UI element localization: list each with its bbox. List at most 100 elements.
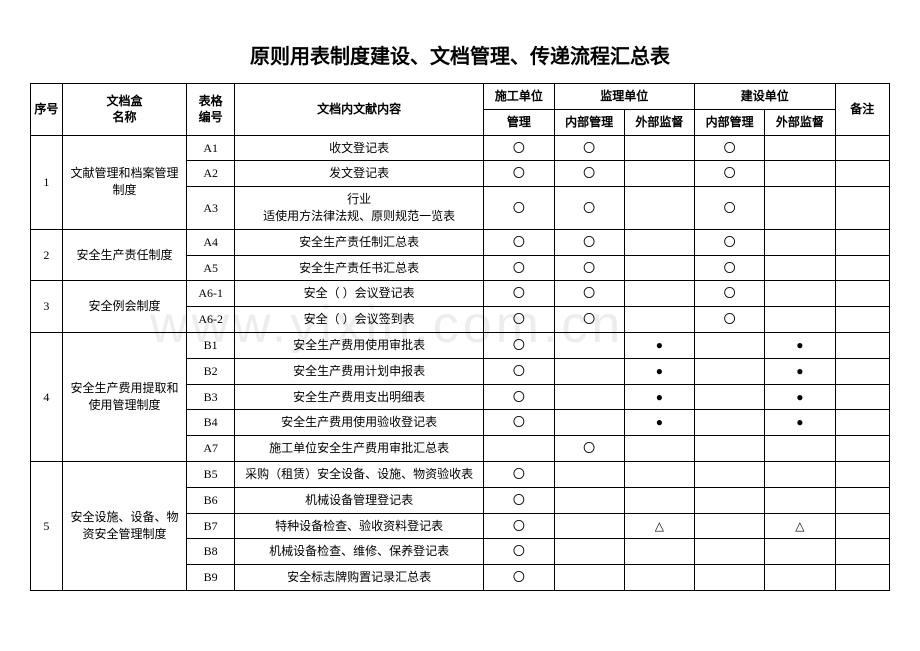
cell-mark: [554, 384, 624, 410]
cell-content: 发文登记表: [234, 161, 483, 187]
th-content: 文档内文献内容: [234, 84, 483, 136]
cell-mark: [765, 461, 835, 487]
th-outer1: 外部监督: [624, 109, 694, 135]
cell-form: A5: [187, 255, 235, 281]
cell-remark: [835, 410, 889, 436]
cell-content: 安全（ ）会议签到表: [234, 307, 483, 333]
cell-mark: 〇: [484, 332, 554, 358]
cell-mark: 〇: [484, 358, 554, 384]
table-head: 序号 文档盒名称 表格编号 文档内文献内容 施工单位 监理单位 建设单位 备注 …: [31, 84, 890, 136]
cell-form: A2: [187, 161, 235, 187]
cell-mark: 〇: [695, 161, 765, 187]
cell-mark: [624, 135, 694, 161]
th-inner2: 内部管理: [695, 109, 765, 135]
cell-mark: △: [624, 513, 694, 539]
cell-mark: [765, 307, 835, 333]
cell-form: A1: [187, 135, 235, 161]
cell-mark: 〇: [554, 161, 624, 187]
cell-seq: 2: [31, 229, 63, 281]
cell-content: 施工单位安全生产费用审批汇总表: [234, 436, 483, 462]
cell-mark: [695, 332, 765, 358]
cell-mark: [765, 135, 835, 161]
cell-mark: [554, 513, 624, 539]
cell-content: 安全（ ）会议登记表: [234, 281, 483, 307]
cell-remark: [835, 135, 889, 161]
cell-mark: 〇: [695, 135, 765, 161]
cell-content: 安全生产责任制汇总表: [234, 229, 483, 255]
table-row: 2安全生产责任制度A4安全生产责任制汇总表〇〇〇: [31, 229, 890, 255]
cell-mark: [624, 461, 694, 487]
cell-mark: [624, 281, 694, 307]
cell-form: A4: [187, 229, 235, 255]
cell-content: 行业适使用方法律法规、原则规范一览表: [234, 187, 483, 230]
th-build: 建设单位: [695, 84, 836, 110]
cell-remark: [835, 307, 889, 333]
cell-mark: 〇: [695, 187, 765, 230]
cell-mark: [765, 565, 835, 591]
cell-content: 安全生产费用计划申报表: [234, 358, 483, 384]
cell-mark: [624, 436, 694, 462]
cell-remark: [835, 332, 889, 358]
cell-seq: 3: [31, 281, 63, 333]
cell-mark: 〇: [484, 135, 554, 161]
cell-content: 机械设备管理登记表: [234, 487, 483, 513]
cell-mark: ●: [765, 410, 835, 436]
cell-mark: △: [765, 513, 835, 539]
cell-content: 收文登记表: [234, 135, 483, 161]
cell-mark: [765, 539, 835, 565]
th-manage: 管理: [484, 109, 554, 135]
cell-mark: [554, 332, 624, 358]
cell-remark: [835, 161, 889, 187]
cell-mark: 〇: [484, 187, 554, 230]
cell-mark: [695, 384, 765, 410]
cell-content: 安全标志牌购置记录汇总表: [234, 565, 483, 591]
cell-mark: 〇: [484, 255, 554, 281]
cell-mark: [554, 487, 624, 513]
cell-mark: 〇: [554, 436, 624, 462]
cell-form: B8: [187, 539, 235, 565]
th-remark: 备注: [835, 84, 889, 136]
cell-mark: [695, 539, 765, 565]
cell-mark: [765, 281, 835, 307]
cell-mark: 〇: [484, 410, 554, 436]
th-box: 文档盒名称: [62, 84, 187, 136]
cell-mark: ●: [624, 410, 694, 436]
cell-form: A6-1: [187, 281, 235, 307]
cell-mark: [484, 436, 554, 462]
th-seq: 序号: [31, 84, 63, 136]
cell-mark: ●: [624, 384, 694, 410]
page: www.yixin.com.cn 原则用表制度建设、文档管理、传递流程汇总表 序…: [30, 40, 890, 591]
cell-form: A3: [187, 187, 235, 230]
cell-box: 安全生产费用提取和使用管理制度: [62, 332, 187, 461]
cell-box: 安全生产责任制度: [62, 229, 187, 281]
cell-content: 采购（租赁）安全设备、设施、物资验收表: [234, 461, 483, 487]
cell-form: B1: [187, 332, 235, 358]
cell-mark: 〇: [484, 487, 554, 513]
cell-remark: [835, 229, 889, 255]
cell-content: 安全生产责任书汇总表: [234, 255, 483, 281]
cell-mark: 〇: [484, 513, 554, 539]
cell-box: 安全设施、设备、物资安全管理制度: [62, 461, 187, 590]
cell-mark: [765, 487, 835, 513]
cell-mark: 〇: [484, 281, 554, 307]
cell-remark: [835, 358, 889, 384]
cell-remark: [835, 187, 889, 230]
cell-mark: 〇: [484, 539, 554, 565]
cell-content: 特种设备检查、验收资料登记表: [234, 513, 483, 539]
cell-mark: [624, 307, 694, 333]
cell-content: 安全生产费用使用审批表: [234, 332, 483, 358]
cell-mark: [554, 410, 624, 436]
cell-mark: 〇: [554, 307, 624, 333]
cell-seq: 1: [31, 135, 63, 229]
cell-mark: [695, 565, 765, 591]
cell-form: B9: [187, 565, 235, 591]
cell-mark: 〇: [554, 255, 624, 281]
cell-mark: [765, 436, 835, 462]
summary-table: 序号 文档盒名称 表格编号 文档内文献内容 施工单位 监理单位 建设单位 备注 …: [30, 83, 890, 591]
th-inner1: 内部管理: [554, 109, 624, 135]
cell-form: B6: [187, 487, 235, 513]
cell-mark: 〇: [695, 281, 765, 307]
cell-content: 安全生产费用使用验收登记表: [234, 410, 483, 436]
cell-mark: ●: [765, 384, 835, 410]
table-body: 1文献管理和档案管理制度A1收文登记表〇〇〇A2发文登记表〇〇〇A3行业适使用方…: [31, 135, 890, 590]
